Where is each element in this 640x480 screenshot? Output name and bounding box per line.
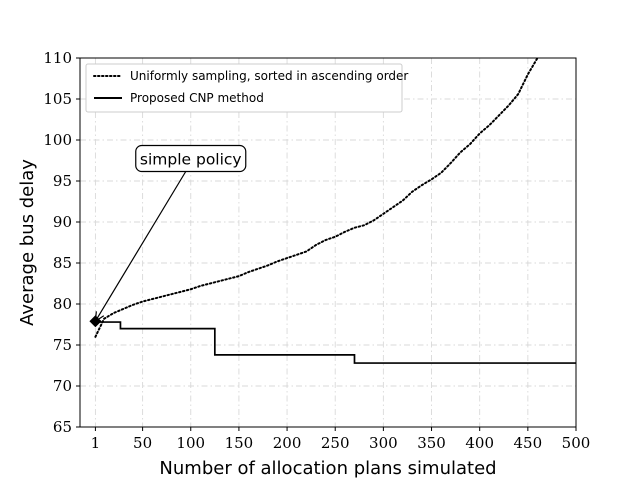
- x-tick-label: 400: [465, 434, 494, 452]
- legend-label-cnp-method: Proposed CNP method: [130, 91, 264, 105]
- y-tick-label: 105: [43, 90, 72, 108]
- x-tick-label: 350: [417, 434, 446, 452]
- x-tick-label: 100: [176, 434, 205, 452]
- x-axis-title: Number of allocation plans simulated: [159, 458, 496, 479]
- y-tick-label: 110: [43, 49, 72, 67]
- series-cnp-method-line: [95, 320, 576, 364]
- x-tick-label: 1: [91, 434, 101, 452]
- annotation-arrow: [94, 171, 187, 322]
- x-tick-label: 300: [369, 434, 398, 452]
- y-tick-label: 85: [53, 254, 72, 272]
- legend-label-uniform-sampling: Uniformly sampling, sorted in ascending …: [130, 69, 408, 83]
- plot-frame: [79, 57, 577, 428]
- x-tick-label: 150: [225, 434, 254, 452]
- annotation: simple policy: [89, 144, 247, 328]
- legend: Uniformly sampling, sorted in ascending …: [85, 63, 408, 113]
- legend-box: [85, 63, 403, 113]
- x-tick-label: 50: [133, 434, 152, 452]
- y-tick-label: 95: [53, 172, 72, 190]
- y-tick-label: 90: [53, 213, 72, 231]
- ticks: 1 50 100 150 200 250 300 350 400 450 5006570758085…: [43, 49, 590, 452]
- x-tick-label: 450: [514, 434, 543, 452]
- y-tick-label: 65: [53, 418, 72, 436]
- series-uniform-sampling-line: [94, 58, 539, 338]
- annotation-label: simple policy: [140, 151, 242, 169]
- y-axis-title: Average bus delay: [17, 159, 38, 326]
- simple-policy-marker: [89, 315, 102, 328]
- annotation-box: [135, 144, 247, 173]
- y-tick-label: 75: [53, 336, 72, 354]
- y-tick-label: 80: [53, 295, 72, 313]
- x-tick-label: 200: [273, 434, 302, 452]
- x-tick-label: 500: [562, 434, 591, 452]
- y-tick-label: 100: [43, 131, 72, 149]
- y-tick-label: 70: [53, 377, 72, 395]
- x-tick-label: 250: [321, 434, 350, 452]
